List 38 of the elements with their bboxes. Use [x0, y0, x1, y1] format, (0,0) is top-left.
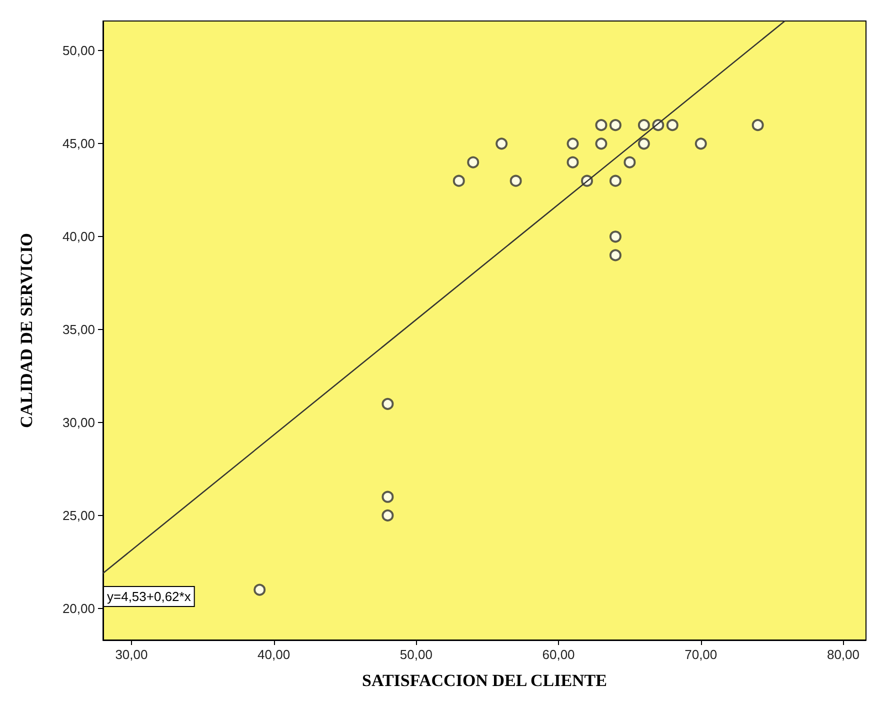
point	[638, 119, 650, 132]
y-tick-label: 25,00	[62, 508, 95, 523]
point	[752, 119, 764, 132]
point	[452, 174, 465, 187]
x-tick-label: 40,00	[258, 647, 290, 662]
y-tick-label: 35,00	[62, 322, 95, 338]
point	[467, 156, 480, 168]
point	[609, 119, 622, 132]
y-tick-label: 45,00	[62, 136, 95, 152]
point	[566, 156, 579, 168]
x-tick-label: 60,00	[542, 647, 575, 662]
annotation: y=4,53+0,62*x	[107, 589, 192, 604]
y-tick-label: 20,00	[62, 600, 95, 616]
point	[595, 138, 608, 150]
point	[609, 174, 622, 187]
x-tick-label: 50,00	[400, 647, 432, 662]
point	[624, 156, 636, 168]
point	[510, 174, 522, 187]
point	[694, 138, 707, 150]
point	[382, 509, 394, 522]
point	[609, 230, 622, 243]
x-tick-label: 70,00	[684, 647, 718, 662]
point	[496, 138, 508, 150]
y-axis-title: CALIDAD DE SERVICIO	[17, 233, 36, 428]
point	[254, 584, 266, 596]
point	[382, 398, 394, 410]
x-tick-label: 30,00	[115, 647, 148, 662]
point	[595, 119, 608, 132]
y-tick-label: 50,00	[62, 43, 95, 58]
y-tick-label: 40,00	[62, 229, 95, 244]
point	[382, 490, 394, 503]
x-tick-label: 80,00	[826, 647, 860, 662]
point	[666, 119, 678, 132]
point	[638, 138, 650, 150]
point	[566, 138, 579, 150]
x-axis-title: SATISFACCION DEL CLIENTE	[362, 671, 607, 690]
point	[609, 249, 622, 262]
y-tick-label: 30,00	[62, 415, 95, 430]
